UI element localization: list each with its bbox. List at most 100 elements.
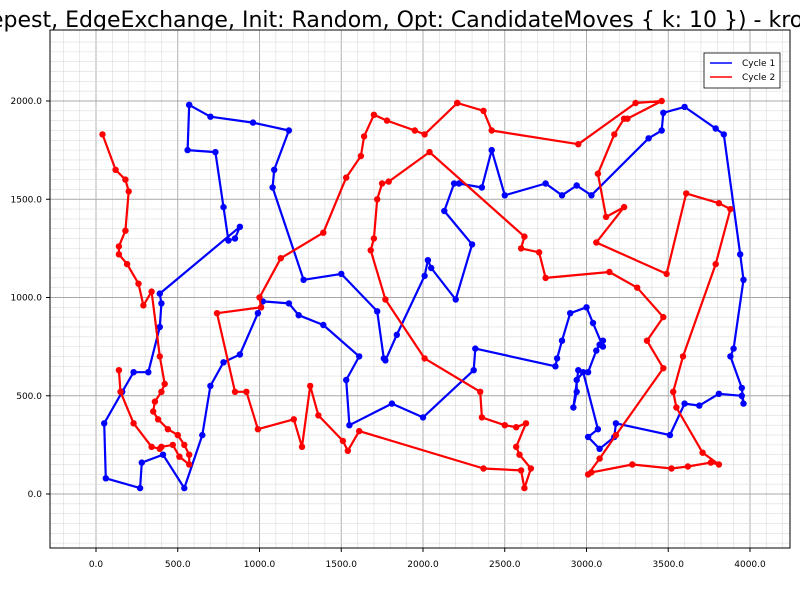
cycle-2-point xyxy=(320,229,327,236)
cycle-1-point xyxy=(567,310,574,317)
cycle-1-point xyxy=(740,400,747,407)
cycle-2-point xyxy=(480,107,487,115)
cycle-1-point xyxy=(249,119,257,126)
y-tick-label: 1500.0 xyxy=(11,195,43,205)
cycle-2-point xyxy=(454,99,461,107)
cycle-2-point xyxy=(715,200,723,207)
cycle-1-point xyxy=(594,426,602,433)
cycle-2-point xyxy=(277,255,284,262)
cycle-2-point xyxy=(243,388,250,395)
cycle-2-point xyxy=(382,296,389,303)
cycle-2-point xyxy=(501,422,508,429)
cycle-1-point xyxy=(220,359,227,366)
cycle-1-point xyxy=(285,300,293,307)
cycle-1-point xyxy=(231,235,239,242)
chart-title: epest, EdgeExchange, Init: Random, Opt: … xyxy=(0,8,800,33)
cycle-2-segment-point xyxy=(148,288,155,295)
cycle-2-segment-point xyxy=(174,431,181,439)
cycle-1-point xyxy=(738,392,745,399)
plot-frame xyxy=(49,29,791,549)
cycle-2-segment-point xyxy=(99,131,106,138)
cycle-2-segment-point xyxy=(156,445,163,452)
x-tick-label: 2000.0 xyxy=(407,560,439,570)
cycle-1-point xyxy=(573,388,580,395)
cycle-1-point xyxy=(681,103,688,111)
cycle-1-point xyxy=(596,445,603,452)
cycle-1-point xyxy=(658,127,665,134)
cycle-2-point xyxy=(378,180,386,187)
cycle-1-point xyxy=(346,422,353,429)
cycle-2-point xyxy=(517,245,525,252)
cycle-1-point xyxy=(558,337,566,344)
cycle-2-point xyxy=(699,449,706,456)
cycle-2-point xyxy=(673,404,680,411)
cycle-1-point xyxy=(186,101,193,109)
cycle-1-point xyxy=(588,192,595,199)
cycle-2-point xyxy=(522,420,530,427)
cycle-1-point xyxy=(136,484,144,492)
cycle-2-point xyxy=(357,152,365,160)
cycle-1-point xyxy=(102,475,110,482)
cycle-1-point xyxy=(738,384,745,392)
cycle-2-point xyxy=(315,412,322,419)
cycle-1-point xyxy=(320,321,327,329)
cycle-2-segment-point xyxy=(130,420,137,427)
cycle-2-segment-point xyxy=(161,380,168,388)
cycle-1-line xyxy=(103,103,745,490)
cycle-1-point xyxy=(455,180,463,187)
cycle-1-point xyxy=(727,353,734,360)
cycle-1-point xyxy=(645,135,652,142)
cycle-1-point xyxy=(573,182,580,189)
cycle-2-point xyxy=(584,471,592,478)
cycle-2-point xyxy=(668,465,675,472)
cycle-1-point xyxy=(212,148,219,156)
cycle-2-segment-point xyxy=(158,388,165,395)
cycle-1-point xyxy=(254,310,262,317)
cycle-1-point xyxy=(199,431,206,439)
cycle-2-point xyxy=(594,170,602,177)
cycle-1-point xyxy=(542,180,549,187)
cycle-1-point xyxy=(156,323,163,331)
x-tick-label: 4000.0 xyxy=(734,560,766,570)
cycle-2-point xyxy=(712,260,719,268)
cycle-2-point xyxy=(360,133,368,140)
cycle-2-point xyxy=(254,426,262,433)
cycle-2-segment-point xyxy=(112,166,119,173)
cycle-2-point xyxy=(513,443,520,450)
cycle-2-segment-point xyxy=(176,453,183,460)
cycle-1-point xyxy=(612,420,620,427)
cycle-1-point xyxy=(236,351,244,358)
cycle-2-segment-point xyxy=(115,367,123,374)
cycle-2-segment-point xyxy=(117,388,124,395)
cycle-1-point xyxy=(488,146,495,154)
cycle-2-point xyxy=(596,455,603,462)
cycle-2-point xyxy=(542,274,549,282)
cycle-2-point xyxy=(527,465,535,472)
cycle-2-point xyxy=(679,353,687,360)
cycle-2-segment-point xyxy=(115,243,123,250)
cycle-2-segment-point xyxy=(123,260,131,268)
cycle-1-point xyxy=(207,113,214,120)
cycle-2-segment-point xyxy=(115,251,123,258)
cycle-2-point xyxy=(606,268,613,276)
cycle-2-segment-point xyxy=(148,443,155,450)
cycle-1-point xyxy=(130,369,137,376)
cycle-1-point xyxy=(158,300,165,307)
cycle-2-segment-point xyxy=(156,353,163,360)
cycle-1-point xyxy=(452,296,459,303)
legend-box xyxy=(703,52,781,89)
cycle-2-segment-point xyxy=(135,280,142,287)
cycle-2-point xyxy=(620,115,628,122)
cycle-1-point xyxy=(470,367,477,374)
cycle-1-point xyxy=(159,451,167,458)
cycle-1-point xyxy=(236,223,244,230)
cycle-2-point xyxy=(660,365,667,372)
cycle-1-point xyxy=(599,337,607,344)
cycle-2-point xyxy=(344,447,351,454)
cycle-2-segment-point xyxy=(154,416,162,423)
cycle-2-point xyxy=(663,270,670,278)
x-tick-label: 1500.0 xyxy=(326,560,358,570)
cycle-2-point xyxy=(257,304,265,311)
cycle-1-point xyxy=(388,400,396,407)
cycle-1-point xyxy=(575,367,582,374)
